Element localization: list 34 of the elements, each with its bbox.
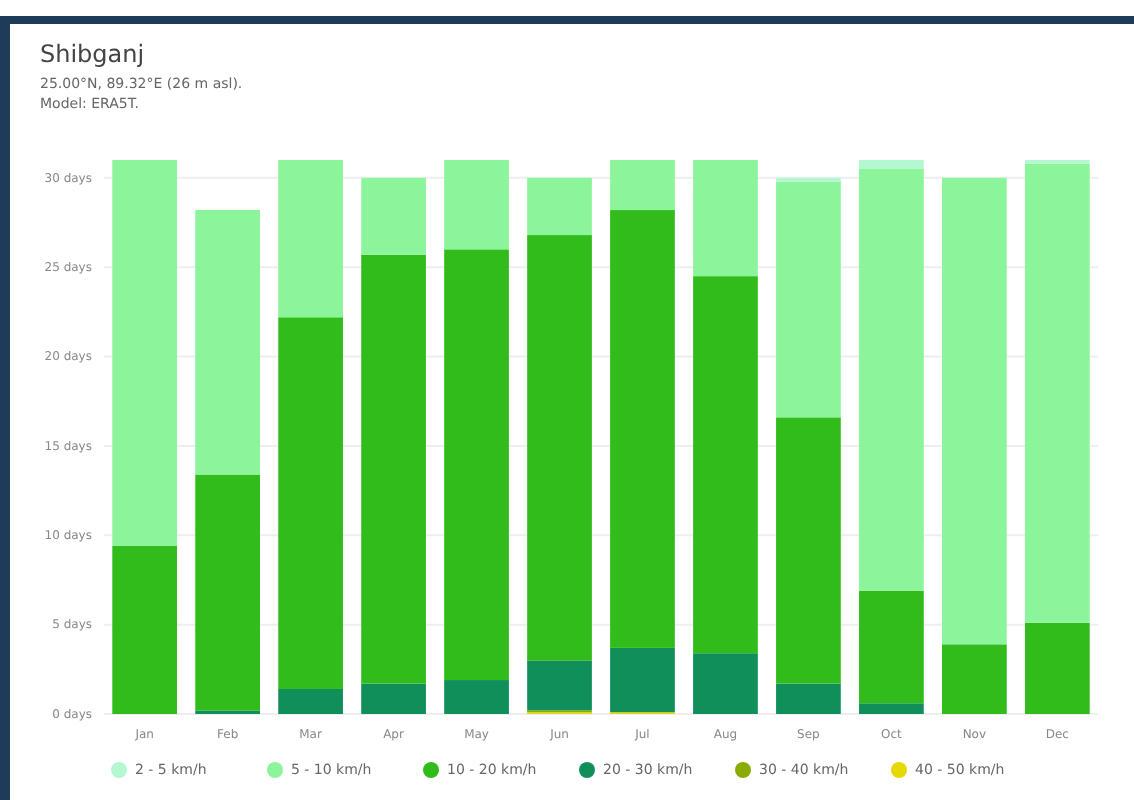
bar: [942, 644, 1007, 714]
bar: [278, 160, 343, 318]
bar: [1024, 622, 1090, 714]
bar: [776, 181, 841, 418]
chart-title: Shibganj: [40, 40, 145, 68]
bar: [361, 683, 426, 714]
bar: [859, 168, 924, 591]
bar: [527, 235, 592, 661]
bar: [195, 210, 260, 475]
bar: [859, 160, 924, 169]
bar: [527, 177, 592, 236]
bar: [693, 653, 758, 714]
bar: [942, 177, 1007, 645]
bar: [693, 160, 758, 277]
bar: [361, 177, 426, 255]
bar: [776, 417, 841, 684]
bar: [859, 703, 924, 714]
bar: [859, 590, 924, 704]
bar: [610, 210, 675, 648]
bar: [444, 249, 509, 681]
bar: [112, 160, 178, 547]
bar: [1024, 163, 1090, 623]
bar: [527, 660, 592, 711]
bar: [610, 647, 675, 713]
bar: [444, 160, 509, 250]
bar: [278, 688, 343, 714]
bar: [278, 317, 343, 689]
bar: [195, 474, 260, 711]
bar: [444, 680, 509, 714]
bar: [361, 254, 426, 684]
bar: [776, 683, 841, 714]
bar: [610, 160, 675, 211]
bar: [112, 546, 178, 714]
bar: [693, 276, 758, 654]
